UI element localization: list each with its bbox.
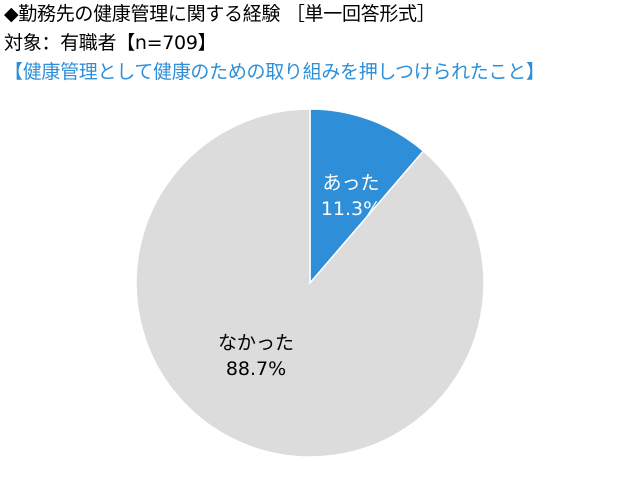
pie-slice-2 bbox=[135, 108, 485, 458]
pie-slice-1 bbox=[309, 108, 425, 286]
slice-label-2: なかった bbox=[218, 332, 294, 354]
chart-title: ◆勤務先の健康管理に関する経験 ［単一回答形式］ bbox=[4, 3, 436, 25]
slice-value-1: 11.3% bbox=[321, 198, 381, 220]
slice-label-1: あった bbox=[322, 172, 379, 194]
slice-value-2: 88.7% bbox=[226, 358, 286, 380]
chart-subtitle: 対象：有職者【n=709】 bbox=[4, 32, 217, 54]
question-text: 【健康管理として健康のための取り組みを押しつけられたこと】 bbox=[4, 61, 545, 83]
